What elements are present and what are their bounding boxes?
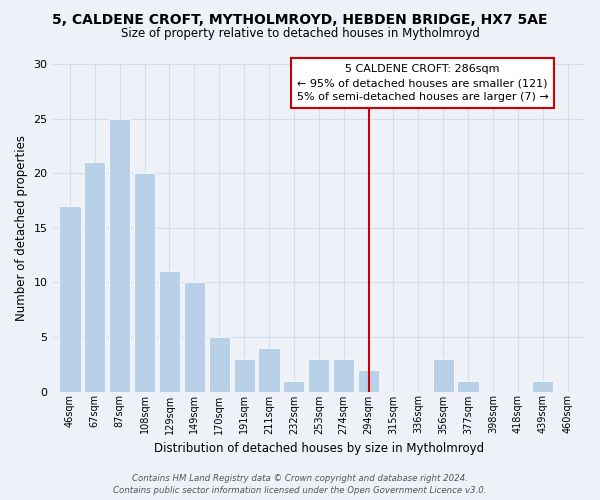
Bar: [433, 359, 454, 392]
Bar: [84, 162, 106, 392]
Bar: [532, 380, 553, 392]
Y-axis label: Number of detached properties: Number of detached properties: [15, 135, 28, 321]
Text: 5 CALDENE CROFT: 286sqm
← 95% of detached houses are smaller (121)
5% of semi-de: 5 CALDENE CROFT: 286sqm ← 95% of detache…: [297, 64, 548, 102]
Bar: [233, 359, 255, 392]
Bar: [184, 282, 205, 392]
Text: 5, CALDENE CROFT, MYTHOLMROYD, HEBDEN BRIDGE, HX7 5AE: 5, CALDENE CROFT, MYTHOLMROYD, HEBDEN BR…: [52, 12, 548, 26]
Bar: [209, 337, 230, 392]
Bar: [358, 370, 379, 392]
Text: Contains HM Land Registry data © Crown copyright and database right 2024.
Contai: Contains HM Land Registry data © Crown c…: [113, 474, 487, 495]
Bar: [333, 359, 354, 392]
Bar: [259, 348, 280, 392]
Bar: [308, 359, 329, 392]
Text: Size of property relative to detached houses in Mytholmroyd: Size of property relative to detached ho…: [121, 28, 479, 40]
Bar: [159, 272, 180, 392]
Bar: [457, 380, 479, 392]
Bar: [109, 118, 130, 392]
Bar: [283, 380, 304, 392]
Bar: [59, 206, 80, 392]
Bar: [134, 173, 155, 392]
X-axis label: Distribution of detached houses by size in Mytholmroyd: Distribution of detached houses by size …: [154, 442, 484, 455]
